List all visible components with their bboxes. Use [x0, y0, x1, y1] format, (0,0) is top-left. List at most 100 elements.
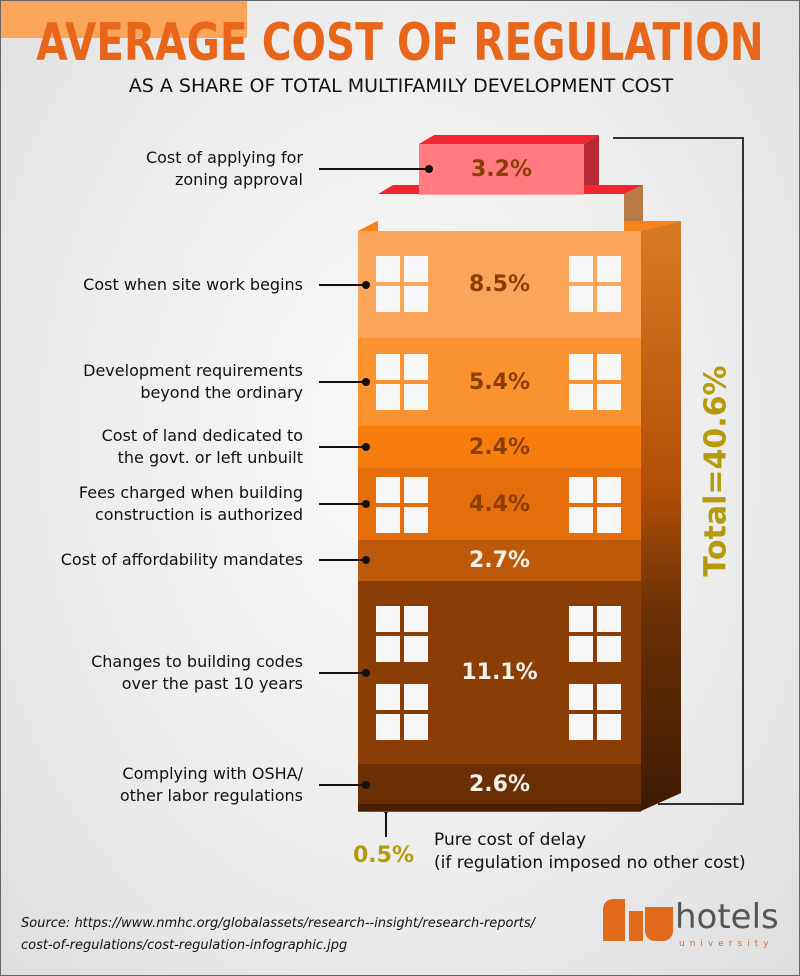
- window-pane: [597, 606, 621, 632]
- tier2-side-face: [624, 185, 643, 231]
- label-line: over the past 10 years: [121, 674, 303, 693]
- segment-3: 2.4%: [358, 426, 641, 469]
- segment-2: 5.4%: [358, 338, 641, 427]
- label-4: Fees charged when building construction i…: [79, 482, 303, 526]
- leader-dot: [362, 669, 370, 677]
- top-side-face: [584, 135, 599, 194]
- delay-line1: Pure cost of delay: [434, 830, 587, 850]
- label-line: the govt. or left unbuilt: [117, 448, 303, 467]
- window-pane: [569, 636, 593, 662]
- window-pane: [376, 636, 400, 662]
- leader-dot: [362, 556, 370, 564]
- window-pane: [376, 507, 400, 533]
- main-side-face: [641, 221, 681, 811]
- window-pane: [569, 477, 593, 503]
- segment-7: 2.6%: [358, 764, 641, 805]
- window-pane: [569, 286, 593, 312]
- window-icon: [569, 684, 621, 740]
- source-line-2: cost-of-regulations/cost-regulation-info…: [21, 938, 348, 953]
- segment-1-upper: [1, 1, 247, 38]
- leader-dot: [362, 378, 370, 386]
- window-pane: [569, 354, 593, 380]
- leader-dot: [362, 281, 370, 289]
- label-line: zoning approval: [174, 170, 303, 189]
- leader-dot: [425, 165, 433, 173]
- label-2: Development requirements beyond the ordin…: [83, 360, 303, 404]
- window-pane: [569, 714, 593, 740]
- window-pane: [569, 256, 593, 282]
- window-pane: [376, 384, 400, 410]
- segment-1: 8.5%: [358, 231, 641, 338]
- window-icon: [376, 477, 428, 533]
- leader-line: [319, 672, 366, 674]
- window-pane: [376, 606, 400, 632]
- label-line: Complying with OSHA/: [122, 764, 303, 783]
- window-icon: [569, 354, 621, 410]
- window-pane: [376, 286, 400, 312]
- label-5: Cost of affordability mandates: [61, 549, 303, 571]
- logo-mark-u: [645, 907, 673, 941]
- label-line: Cost of affordability mandates: [60, 550, 303, 569]
- main-roof-face: [358, 221, 378, 231]
- label-3: Cost of land dedicated to the govt. or le…: [102, 425, 303, 469]
- window-pane: [597, 636, 621, 662]
- window-pane: [569, 606, 593, 632]
- leader-line: [319, 284, 366, 286]
- window-pane: [404, 286, 428, 312]
- label-line: beyond the ordinary: [140, 383, 303, 402]
- label-line: Cost when site work begins: [83, 275, 303, 294]
- leader-dot: [362, 500, 370, 508]
- label-line: other labor regulations: [119, 786, 303, 805]
- leader-dot: [362, 781, 370, 789]
- window-pane: [569, 384, 593, 410]
- window-pane: [597, 286, 621, 312]
- source-note: Source: https://www.nmhc.org/globalasset…: [21, 913, 535, 957]
- window-pane: [404, 714, 428, 740]
- leader-line: [319, 381, 366, 383]
- window-pane: [597, 507, 621, 533]
- top-roof-face: [419, 135, 599, 144]
- label-1: Cost when site work begins: [83, 274, 303, 296]
- label-line: Cost of applying for: [145, 148, 303, 167]
- label-6: Changes to building codes over the past 1…: [91, 651, 303, 695]
- window-pane: [569, 684, 593, 710]
- window-icon: [569, 477, 621, 533]
- label-7: Complying with OSHA/other labor regulati…: [120, 763, 303, 807]
- window-pane: [404, 507, 428, 533]
- window-pane: [597, 256, 621, 282]
- window-pane: [404, 256, 428, 282]
- delay-line2: (if regulation imposed no other cost): [434, 853, 746, 873]
- label-line: Development requirements: [83, 361, 303, 380]
- logo-main-text: hotels: [675, 897, 779, 937]
- window-pane: [569, 507, 593, 533]
- source-line-1: Source: https://www.nmhc.org/globalasset…: [21, 916, 536, 931]
- segment-5: 2.7%: [358, 540, 641, 582]
- leader-line: [319, 503, 366, 505]
- title: AVERAGE COST OF REGULATION: [36, 13, 764, 73]
- window-icon: [569, 256, 621, 312]
- label-line: construction is authorized: [94, 505, 303, 524]
- window-icon: [376, 354, 428, 410]
- label-line: Cost of land dedicated to: [101, 426, 303, 445]
- window-pane: [404, 354, 428, 380]
- main-roof-face-right: [624, 221, 681, 231]
- window-pane: [597, 714, 621, 740]
- window-pane: [404, 384, 428, 410]
- building-segments: 3.2% 8.5% 5.4% 2.4% 4.4% 2.7% 11.1% 2.6% Cost of…: [1, 1, 799, 812]
- label-0: Cost of applying for zoning approval: [146, 147, 303, 191]
- window-pane: [597, 384, 621, 410]
- window-icon: [376, 256, 428, 312]
- leader-line: [319, 784, 366, 786]
- logo-mark-bar: [629, 911, 643, 941]
- subtitle: AS A SHARE OF TOTAL MULTIFAMILY DEVELOPM…: [128, 75, 674, 97]
- hotels-university-logo: hotels university: [603, 889, 783, 959]
- window-pane: [376, 354, 400, 380]
- window-pane: [597, 354, 621, 380]
- label-line: Changes to building codes: [91, 652, 303, 671]
- leader-line: [319, 559, 366, 561]
- window-pane: [404, 636, 428, 662]
- delay-value: 0.5%: [353, 843, 415, 868]
- window-pane: [597, 684, 621, 710]
